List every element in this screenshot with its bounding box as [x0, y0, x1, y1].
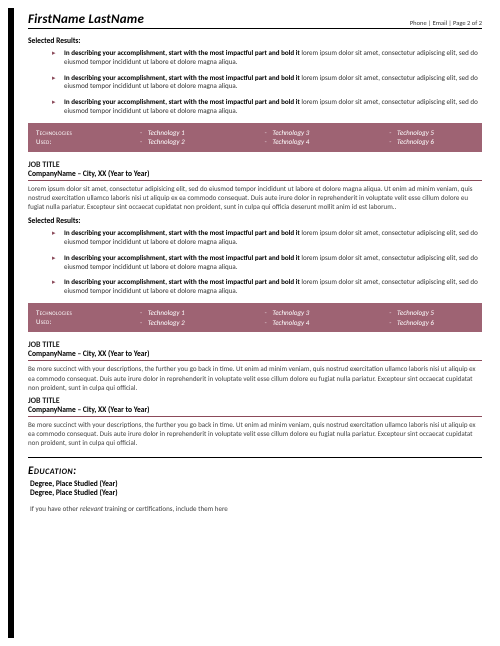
result-bullet: In describing your accomplishment, start… — [52, 98, 478, 116]
tech-item: Technology 4 — [265, 137, 310, 147]
bullet-bold: In describing your accomplishment, start… — [64, 277, 300, 286]
job-description: Be more succinct with your descriptions,… — [28, 364, 482, 391]
contact-info: Phone | Email | Page 2 of 2 — [410, 19, 482, 27]
job-title: JOB TITLE — [28, 396, 482, 406]
tech-label-line: Technologies — [36, 128, 100, 137]
edu-note-post: training or certifications, include them… — [103, 504, 228, 513]
tech-item: Technology 3 — [265, 128, 310, 138]
tech-label-line: Used: — [36, 137, 100, 146]
tech-item: Technology 4 — [265, 318, 310, 328]
tech-item: Technology 1 — [140, 308, 185, 318]
edu-note-pre: If you have other — [30, 504, 80, 513]
company-line: CompanyName – City, XX (Year to Year) — [28, 170, 482, 181]
bullet-bold: In describing your accomplishment, start… — [64, 253, 300, 262]
results-bullets: In describing your accomplishment, start… — [52, 49, 478, 116]
education-degree: Degree, Place Studied (Year) — [30, 480, 482, 489]
tech-col: Technology 3Technology 4 — [265, 308, 310, 328]
result-bullet: In describing your accomplishment, start… — [52, 229, 478, 247]
technologies-box: Technologies Used: Technology 1Technolog… — [28, 303, 482, 333]
result-bullet: In describing your accomplishment, start… — [52, 74, 478, 92]
tech-col: Technology 3Technology 4 — [265, 128, 310, 148]
job-description: Lorem ipsum dolor sit amet, consectetur … — [28, 184, 482, 211]
header: FirstName LastName Phone | Email | Page … — [28, 12, 482, 29]
result-bullet: In describing your accomplishment, start… — [52, 278, 478, 296]
result-bullet: In describing your accomplishment, start… — [52, 49, 478, 67]
tech-item: Technology 1 — [140, 128, 185, 138]
candidate-name: FirstName LastName — [28, 12, 144, 27]
selected-results-label: Selected Results: — [28, 217, 482, 226]
left-accent-bar — [8, 8, 14, 638]
tech-item: Technology 3 — [265, 308, 310, 318]
tech-label-line: Used: — [36, 317, 100, 326]
bullet-bold: In describing your accomplishment, start… — [64, 228, 300, 237]
company-line: CompanyName – City, XX (Year to Year) — [28, 406, 482, 417]
tech-label: Technologies Used: — [36, 308, 100, 328]
resume-page: FirstName LastName Phone | Email | Page … — [22, 8, 488, 523]
company-line: CompanyName – City, XX (Year to Year) — [28, 350, 482, 361]
section-divider — [28, 457, 482, 458]
tech-col: Technology 1Technology 2 — [140, 308, 185, 328]
bullet-bold: In describing your accomplishment, start… — [64, 97, 300, 106]
education-degree: Degree, Place Studied (Year) — [30, 489, 482, 498]
job-title: JOB TITLE — [28, 340, 482, 350]
tech-item: Technology 6 — [389, 137, 434, 147]
tech-item: Technology 6 — [389, 318, 434, 328]
tech-item: Technology 2 — [140, 318, 185, 328]
tech-label: Technologies Used: — [36, 128, 100, 148]
bullet-bold: In describing your accomplishment, start… — [64, 48, 300, 57]
education-heading: Education: — [28, 464, 482, 477]
selected-results-label: Selected Results: — [28, 37, 482, 46]
tech-label-line: Technologies — [36, 308, 100, 317]
job-description: Be more succinct with your descriptions,… — [28, 420, 482, 447]
job-title: JOB TITLE — [28, 160, 482, 170]
results-bullets: In describing your accomplishment, start… — [52, 229, 478, 296]
tech-columns: Technology 1Technology 2 Technology 3Tec… — [100, 308, 474, 328]
edu-note-italic: relevant — [80, 504, 103, 513]
tech-col: Technology 5Technology 6 — [389, 308, 434, 328]
tech-col: Technology 1Technology 2 — [140, 128, 185, 148]
bullet-bold: In describing your accomplishment, start… — [64, 73, 300, 82]
tech-columns: Technology 1Technology 2 Technology 3Tec… — [100, 128, 474, 148]
tech-item: Technology 5 — [389, 128, 434, 138]
result-bullet: In describing your accomplishment, start… — [52, 254, 478, 272]
tech-col: Technology 5Technology 6 — [389, 128, 434, 148]
tech-item: Technology 5 — [389, 308, 434, 318]
tech-item: Technology 2 — [140, 137, 185, 147]
education-note: If you have other relevant training or c… — [30, 504, 482, 513]
technologies-box: Technologies Used: Technology 1Technolog… — [28, 123, 482, 153]
